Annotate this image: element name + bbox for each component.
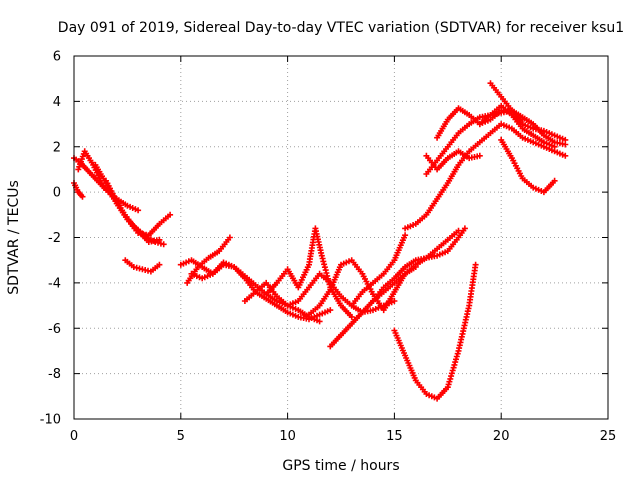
plot-frame bbox=[73, 55, 609, 420]
y-tick-label: -6 bbox=[48, 322, 61, 337]
x-tick-label: 20 bbox=[493, 429, 510, 444]
series-track-19 bbox=[423, 148, 483, 173]
series-track-6 bbox=[122, 257, 163, 275]
series-track-15 bbox=[370, 225, 468, 304]
y-tick-label: 4 bbox=[53, 95, 61, 110]
series-track-3 bbox=[71, 180, 86, 200]
x-tick-label: 10 bbox=[279, 429, 296, 444]
y-tick-label: -10 bbox=[40, 413, 61, 428]
series-track-5 bbox=[92, 161, 163, 245]
y-tick-label: 2 bbox=[53, 140, 61, 155]
series-track-16 bbox=[391, 261, 479, 402]
x-tick-label: 25 bbox=[600, 429, 617, 444]
y-tick-label: -2 bbox=[48, 231, 61, 246]
series-track-8 bbox=[184, 234, 233, 286]
series-track-20 bbox=[434, 105, 569, 143]
y-tick-label: 0 bbox=[53, 186, 61, 201]
x-axis-label: GPS time / hours bbox=[282, 458, 399, 474]
series-track-11 bbox=[263, 225, 355, 320]
series-track-22 bbox=[476, 102, 558, 150]
y-tick-label: -8 bbox=[48, 367, 61, 382]
x-tick-label: 5 bbox=[177, 429, 185, 444]
y-tick-label: -4 bbox=[48, 276, 61, 291]
series-track-17 bbox=[402, 121, 569, 232]
grid bbox=[74, 56, 608, 419]
series-track-23 bbox=[498, 136, 558, 196]
y-tick-label: 6 bbox=[53, 50, 61, 65]
y-axis-label: SDTVAR / TECUs bbox=[6, 180, 22, 295]
x-tick-label: 15 bbox=[386, 429, 403, 444]
chart-title: Day 091 of 2019, Sidereal Day-to-day VTE… bbox=[58, 20, 624, 36]
series-track-12 bbox=[306, 257, 419, 318]
axis-ticks: 0 5 10 15 20 25 -10 -8 -6 -4 -2 0 2 4 6 bbox=[40, 50, 617, 445]
x-tick-label: 0 bbox=[70, 429, 78, 444]
series-track-21 bbox=[487, 80, 569, 148]
series-track-14 bbox=[348, 232, 409, 309]
data-series bbox=[71, 80, 569, 402]
series-track-10 bbox=[241, 270, 398, 316]
